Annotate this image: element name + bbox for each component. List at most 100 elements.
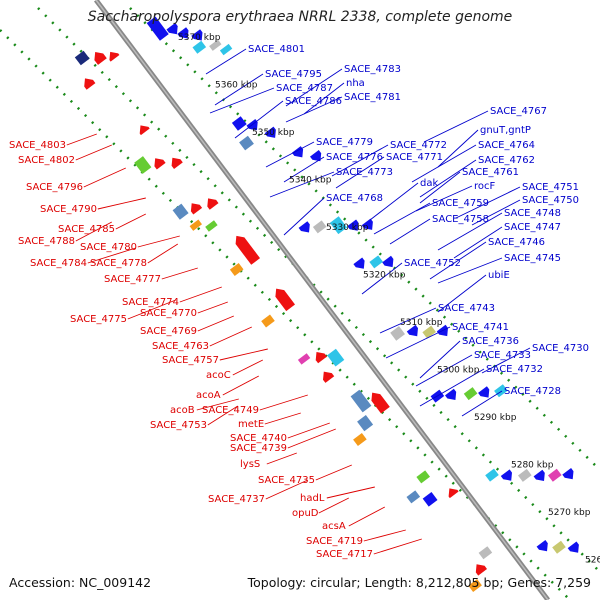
gene-arrow <box>154 158 166 170</box>
label-connector <box>411 144 477 183</box>
gene-arrow <box>275 288 296 312</box>
gene-arrow <box>171 157 183 170</box>
gene-block <box>468 578 482 593</box>
label-connector <box>209 326 252 347</box>
label-connector <box>437 274 487 313</box>
genome-title: Saccharopolyspora erythraea NRRL 2338, c… <box>87 9 513 25</box>
gene-label-reverse: dak <box>420 178 438 189</box>
gene-label-reverse: SACE_4748 <box>504 208 561 219</box>
gene-label-reverse: SACE_4759 <box>432 198 489 209</box>
gene-block <box>229 262 244 277</box>
gene-arrow <box>298 221 310 233</box>
label-connector <box>373 538 422 555</box>
gene-block <box>463 387 478 401</box>
gene-label-forward: SACE_4777 <box>104 274 161 285</box>
label-connector <box>197 315 234 332</box>
gene-label-reverse: SACE_4772 <box>390 140 447 151</box>
gene-arrow <box>84 78 96 90</box>
tick-label: 5260 kbp <box>585 556 600 566</box>
gene-block <box>146 16 169 41</box>
tick-label: 5340 kbp <box>289 176 332 186</box>
gene-arrow <box>533 469 545 481</box>
label-connector <box>419 171 461 204</box>
label-connector <box>437 212 503 251</box>
gene-label-forward: SACE_4778 <box>90 258 147 269</box>
gene-arrow <box>347 219 359 231</box>
gene-block <box>369 255 383 269</box>
accession-text: Accession: NC_009142 <box>9 575 152 590</box>
gene-label-forward: SACE_4770 <box>140 308 197 319</box>
gene-label-reverse: SACE_4801 <box>248 44 305 55</box>
gene-label-reverse: SACE_4758 <box>432 214 489 225</box>
gene-block <box>189 219 202 231</box>
topology-text: Topology: circular; Length: 8,212,805 bp… <box>247 575 591 590</box>
gene-arrow <box>536 539 548 552</box>
gene-label-forward: SACE_4788 <box>18 236 75 247</box>
gene-block <box>312 220 327 234</box>
label-connector <box>373 202 431 235</box>
gene-label-forward: SACE_4753 <box>150 420 207 431</box>
label-connector <box>363 529 406 542</box>
label-connector <box>455 186 521 219</box>
tick-label: 5370 kbp <box>178 33 221 43</box>
gene-label-forward: SACE_4739 <box>230 443 287 454</box>
gene-arrow <box>353 257 365 269</box>
gene-block <box>209 39 222 51</box>
gene-arrow <box>500 469 512 481</box>
label-connector <box>361 262 403 295</box>
tick-label: 5320 kbp <box>363 271 406 281</box>
gene-arrow <box>567 541 579 553</box>
tick-label: 5300 kbp <box>437 366 480 376</box>
gene-arrow <box>382 255 394 268</box>
label-connector <box>315 464 352 481</box>
gene-label-forward: SACE_4719 <box>306 536 363 547</box>
label-connector <box>232 359 264 376</box>
gene-label-reverse: SACE_4795 <box>265 69 322 80</box>
label-connector <box>265 141 315 168</box>
label-connector <box>147 243 179 264</box>
gene-label-forward: opuD <box>292 508 319 519</box>
gene-arrow <box>310 149 322 162</box>
gene-arrow <box>235 235 261 265</box>
gene-label-forward: metE <box>238 419 264 430</box>
label-connector <box>75 144 112 161</box>
gene-arrow <box>109 51 120 62</box>
label-connector <box>419 340 461 379</box>
gene-arrow <box>315 352 327 364</box>
gene-arrow <box>191 29 203 41</box>
gene-block <box>353 432 367 447</box>
label-connector <box>437 129 479 168</box>
gene-label-reverse: SACE_4767 <box>490 106 547 117</box>
gene-arrow <box>478 386 490 398</box>
label-connector <box>285 96 343 123</box>
label-connector <box>331 144 389 177</box>
gene-arrow <box>166 22 178 35</box>
gene-block <box>239 135 254 151</box>
tick-label: 5330 kbp <box>326 223 369 233</box>
gene-block <box>297 353 311 365</box>
gene-arrow <box>291 146 304 158</box>
label-connector <box>205 48 247 75</box>
gene-label-forward: SACE_4775 <box>70 314 127 325</box>
gene-arrow <box>475 564 487 576</box>
gene-label-forward: SACE_4717 <box>316 549 373 560</box>
reverse-gene-labels: SACE_4801 SACE_4795 SACE_4783 SACE_4787 nha S… <box>248 44 589 397</box>
gene-label-forward: SACE_4796 <box>26 182 83 193</box>
label-connector <box>259 394 308 411</box>
gene-block <box>205 220 218 232</box>
tick-label: 5310 kbp <box>400 318 443 328</box>
gene-label-reverse: SACE_4747 <box>504 222 561 233</box>
gene-label-reverse: rocF <box>474 181 496 192</box>
gene-label-forward: hadL <box>300 493 325 504</box>
gene-label-reverse: ubiE <box>488 270 510 281</box>
label-connector <box>287 422 330 439</box>
gene-label-reverse: gnuT,gntP <box>480 125 531 136</box>
label-connector <box>127 299 176 320</box>
gene-label-forward: SACE_4757 <box>162 355 219 366</box>
gene-label-forward: acsA <box>322 521 346 532</box>
gene-label-forward: SACE_4735 <box>258 475 315 486</box>
label-connector <box>437 257 503 284</box>
gene-block <box>548 468 562 482</box>
label-connector <box>461 390 503 417</box>
gene-label-reverse: SACE_4750 <box>522 195 579 206</box>
